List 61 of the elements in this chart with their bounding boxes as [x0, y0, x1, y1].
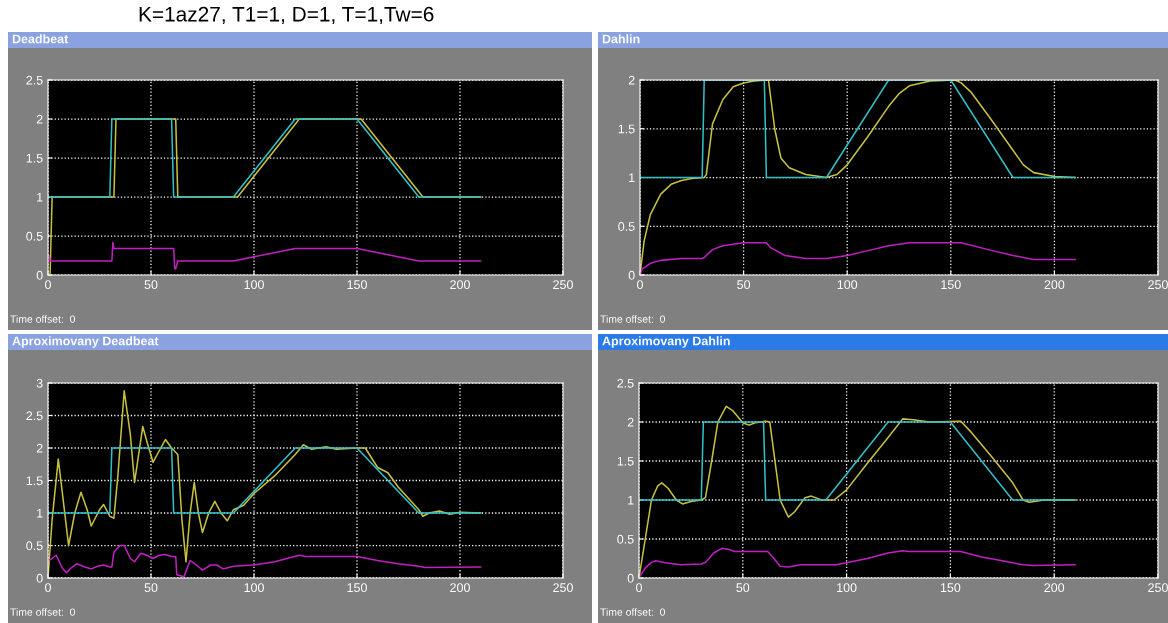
y-tick-label: 1.5	[618, 124, 635, 134]
line-series	[48, 241, 482, 270]
y-tick-label: 1	[37, 508, 43, 518]
y-tick-label: 2	[627, 417, 634, 427]
text: Time offset: 0	[600, 608, 666, 616]
x-tick-label: 150	[941, 280, 961, 290]
text: K=1az27, T1=1, D=1, T=1,Tw=6	[139, 6, 434, 25]
x-tick-label: 200	[1044, 583, 1065, 593]
y-tick-label: 0.5	[26, 231, 43, 241]
x-tick-label: 150	[347, 280, 367, 290]
x-tick-label: 100	[244, 280, 264, 290]
x-tick-label: 250	[553, 280, 573, 290]
chart-title: Aproximovany Dahlin	[602, 336, 730, 348]
y-tick-label: 0.5	[26, 541, 43, 551]
text: Time offset: 0	[10, 315, 76, 323]
chart-title: Dahlin	[602, 34, 640, 44]
x-tick-label: 200	[450, 583, 470, 593]
x-tick-label: 50	[144, 280, 158, 290]
y-tick-label: 0	[36, 573, 43, 583]
x-tick-label: 200	[450, 280, 470, 290]
y-tick-label: 0.5	[617, 534, 634, 544]
x-tick-label: 100	[837, 583, 857, 593]
y-tick-label: 1	[628, 495, 634, 505]
x-tick-label: 100	[244, 583, 264, 593]
y-tick-label: 2	[628, 75, 635, 85]
x-tick-label: 200	[1044, 280, 1065, 290]
x-tick-label: 50	[144, 583, 158, 593]
y-tick-label: 0.5	[618, 222, 635, 231]
x-tick-label: 100	[837, 280, 858, 290]
line-series	[639, 547, 1076, 578]
y-tick-label: 1	[37, 192, 43, 202]
y-tick-label: 2.5	[26, 75, 43, 85]
x-tick-label: 250	[1148, 280, 1168, 290]
y-tick-label: 0	[628, 270, 635, 280]
line-series	[640, 242, 1076, 275]
x-tick-label: 0	[45, 583, 51, 593]
y-tick-label: 1	[629, 173, 635, 183]
x-tick-label: 250	[553, 583, 573, 593]
text: Time offset: 0	[600, 315, 666, 323]
y-tick-label: 0	[36, 270, 43, 280]
y-tick-label: 2.5	[617, 378, 634, 388]
x-tick-label: 50	[737, 280, 751, 290]
chart-title: Aproximovany Deadbeat	[12, 336, 159, 348]
y-tick-label: 1.5	[617, 456, 634, 466]
y-tick-label: 2	[36, 114, 43, 124]
line-series	[48, 544, 482, 578]
x-tick-label: 0	[636, 583, 642, 593]
chart-title: Deadbeat	[12, 34, 69, 44]
x-tick-label: 0	[45, 280, 51, 290]
y-tick-label: 2	[36, 443, 43, 453]
y-tick-label: 2.5	[26, 411, 43, 421]
x-tick-label: 150	[347, 583, 367, 593]
y-tick-label: 3	[36, 378, 43, 388]
y-tick-label: 1.5	[26, 153, 43, 163]
x-tick-label: 150	[940, 583, 961, 593]
y-tick-label: 0	[627, 573, 634, 583]
x-tick-label: 250	[1148, 583, 1168, 593]
x-tick-label: 50	[736, 583, 750, 593]
text: Time offset: 0	[10, 608, 76, 616]
x-tick-label: 0	[637, 280, 643, 290]
y-tick-label: 1.5	[26, 476, 43, 486]
